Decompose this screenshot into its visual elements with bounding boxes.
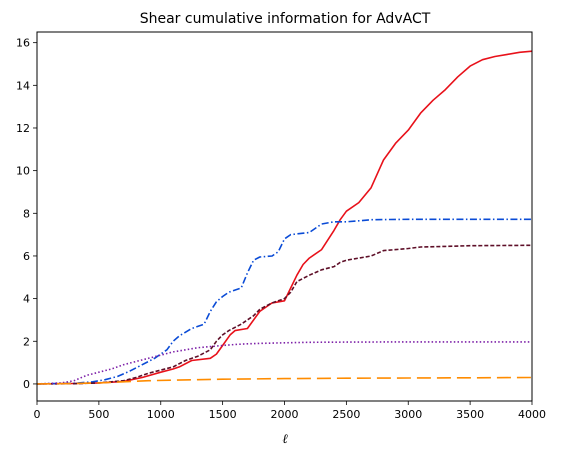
series-layer xyxy=(36,50,533,385)
x-tick-label: 1000 xyxy=(147,408,175,421)
x-tick-label: 500 xyxy=(88,408,109,421)
x-tick-label: 2000 xyxy=(271,408,299,421)
series-line-3 xyxy=(36,244,533,385)
x-tick-label: 4000 xyxy=(518,408,546,421)
y-tick-label: 16 xyxy=(16,37,30,50)
y-tick-label: 10 xyxy=(16,165,30,178)
x-tick-label: 0 xyxy=(34,408,41,421)
y-tick-label: 4 xyxy=(23,293,30,306)
series-line-5 xyxy=(36,376,533,385)
y-tick-label: 0 xyxy=(23,378,30,391)
series-line-1 xyxy=(36,50,533,385)
x-axis-label: ℓ xyxy=(282,432,288,447)
tick-layer: 0 500 1000 1500 2000 2500 3000 3500 4000 0 2 4 6 8 10 1… xyxy=(16,37,546,421)
y-tick-label: 2 xyxy=(23,335,30,348)
y-tick-label: 12 xyxy=(16,122,30,135)
x-tick-label: 3500 xyxy=(456,408,484,421)
y-tick-label: 14 xyxy=(16,79,30,92)
plot-frame xyxy=(36,31,533,402)
chart-title: Shear cumulative information for AdvACT xyxy=(140,11,431,27)
y-tick-label: 6 xyxy=(23,250,30,263)
y-tick-label: 8 xyxy=(23,207,30,220)
x-tick-label: 1500 xyxy=(209,408,237,421)
series-line-2 xyxy=(36,218,532,385)
x-tick-label: 3000 xyxy=(394,408,422,421)
series-line-4 xyxy=(36,341,532,385)
x-tick-label: 2500 xyxy=(332,408,360,421)
